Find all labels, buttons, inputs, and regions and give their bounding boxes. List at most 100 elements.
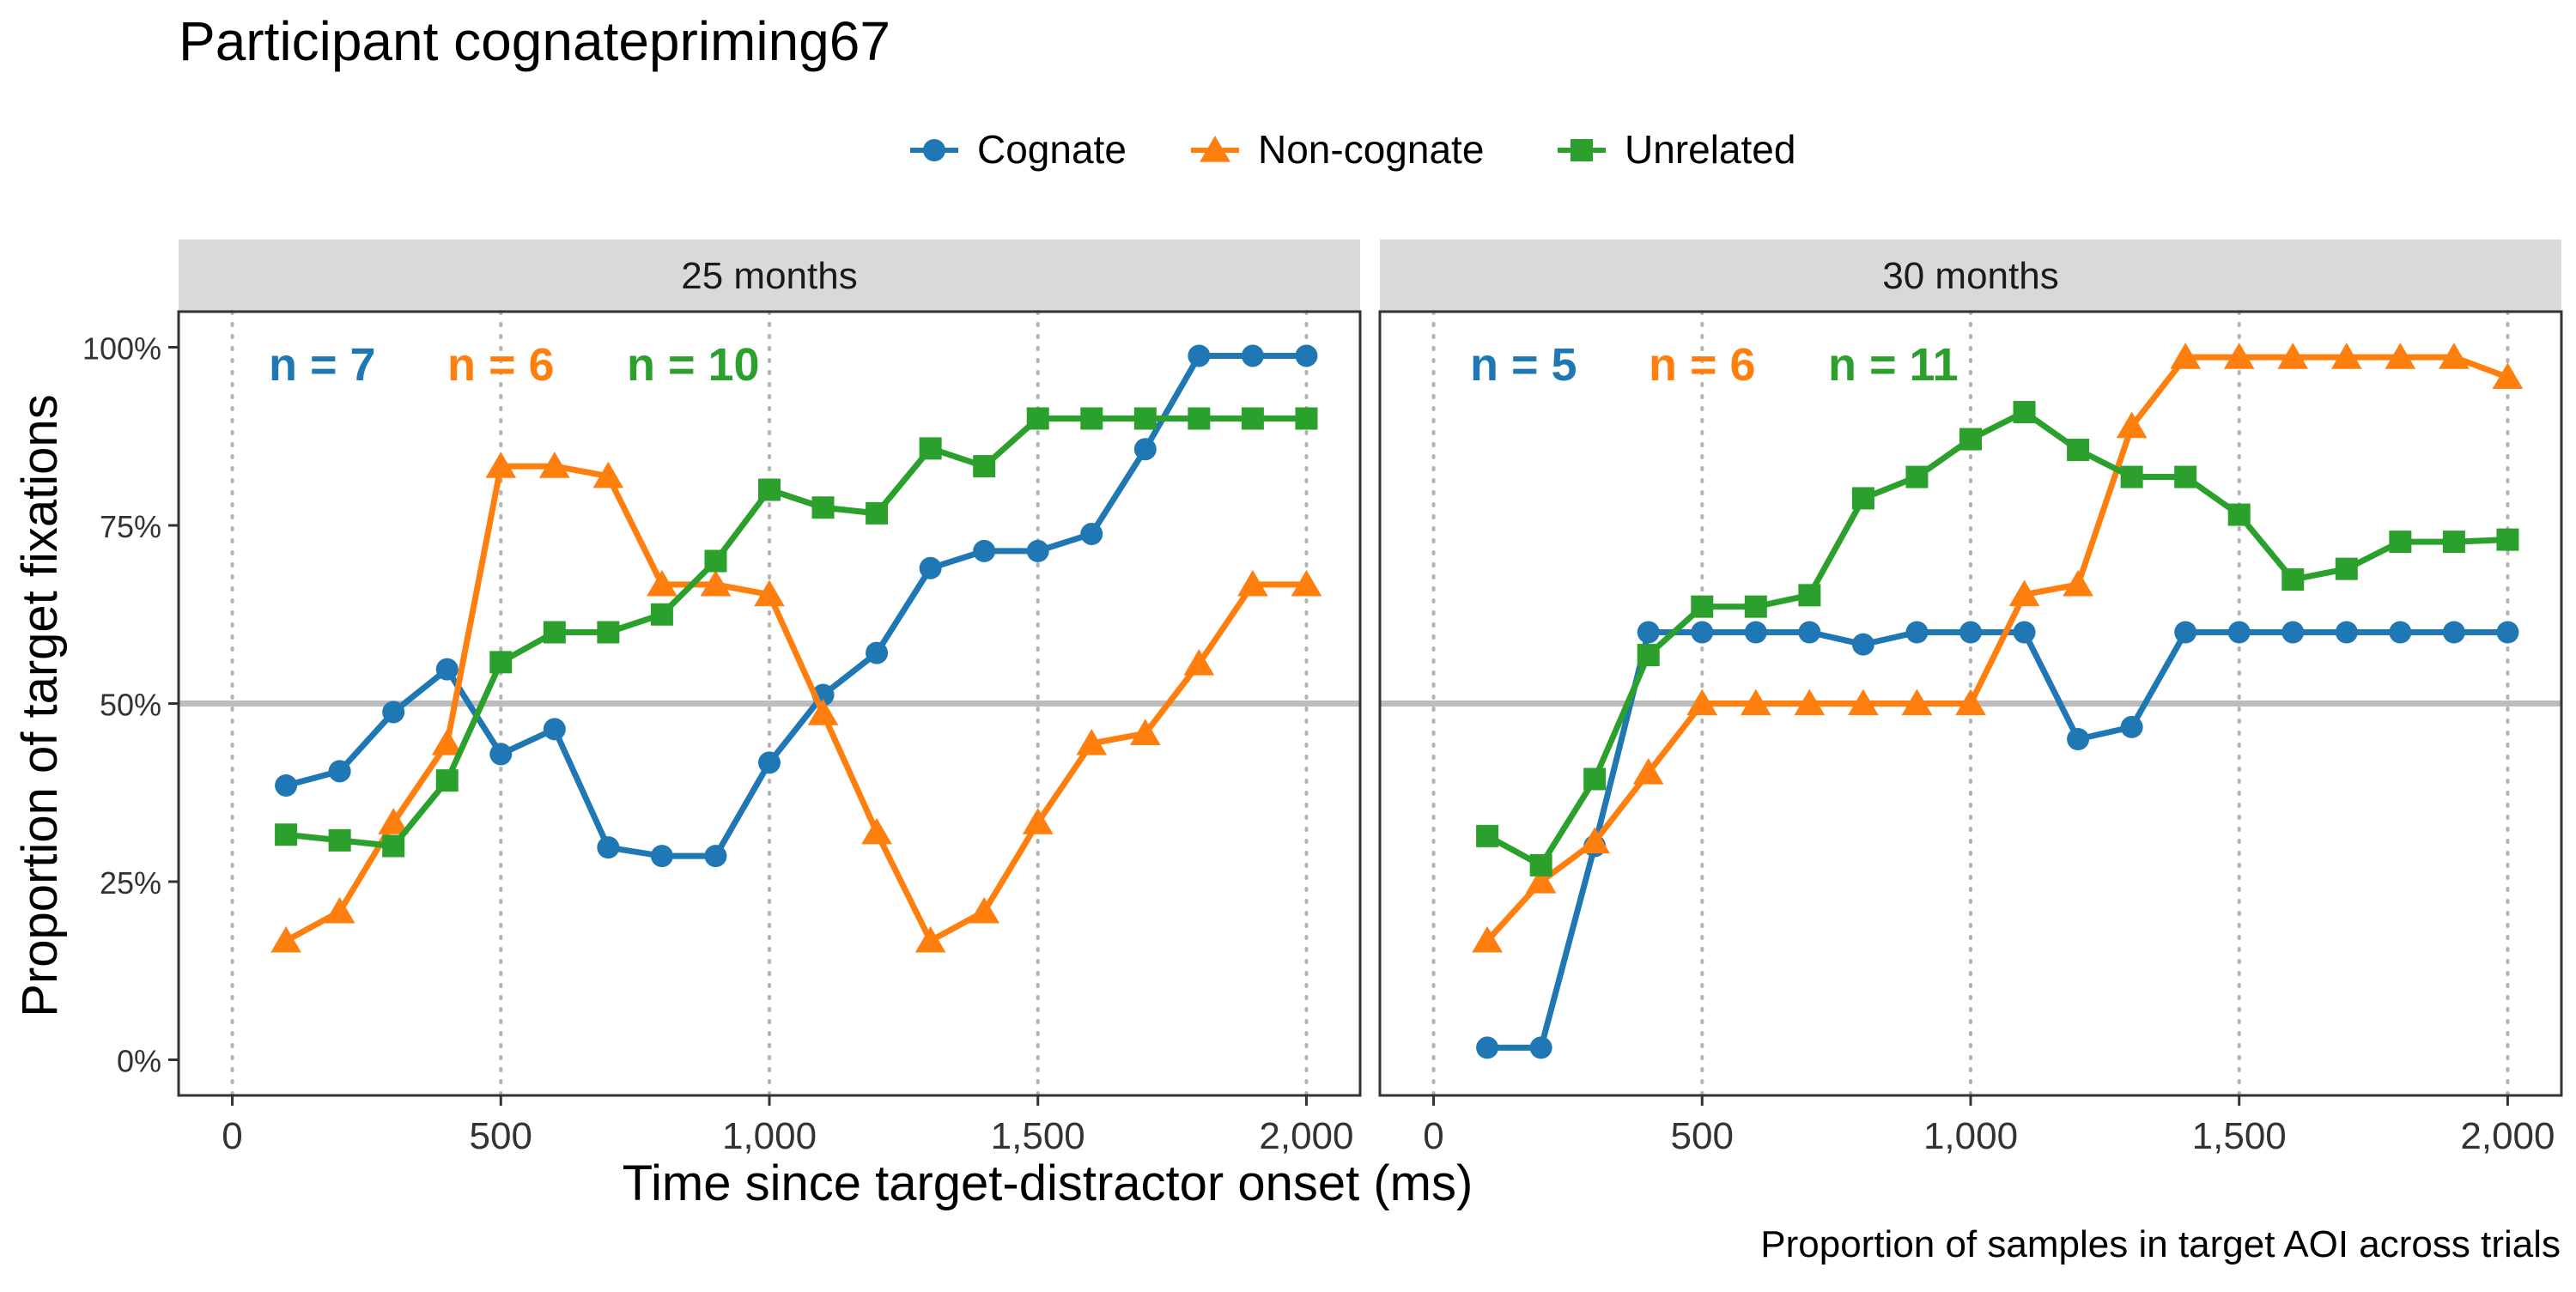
x-axis-label: Time since target-distractor onset (ms) <box>623 1156 1473 1211</box>
data-point <box>1026 539 1049 562</box>
data-point <box>2174 465 2197 488</box>
data-point <box>1133 407 1157 430</box>
data-point <box>1740 688 1771 716</box>
data-point <box>704 549 727 573</box>
data-point <box>1959 621 1982 644</box>
x-tick-label: 1,000 <box>722 1115 817 1157</box>
data-point <box>2442 531 2465 554</box>
data-point <box>861 817 892 845</box>
data-point <box>1744 621 1767 644</box>
data-point <box>704 845 727 868</box>
data-point <box>1241 344 1264 367</box>
data-point <box>2067 728 2090 750</box>
y-axis-label: Proportion of target fixations <box>12 394 68 1016</box>
data-point <box>1579 827 1611 854</box>
data-point <box>1076 728 1108 755</box>
data-point <box>650 603 673 626</box>
data-point <box>2496 528 2519 551</box>
data-point <box>2492 362 2524 389</box>
data-point <box>1798 621 1821 644</box>
data-point <box>969 896 1000 924</box>
x-tick-label: 1,500 <box>991 1115 1085 1157</box>
data-point <box>973 539 996 562</box>
data-point <box>647 569 677 597</box>
data-point <box>1901 688 1933 716</box>
data-point <box>2013 401 2036 424</box>
data-point <box>1237 569 1268 597</box>
data-point <box>914 925 946 953</box>
legend-marker <box>1200 136 1230 162</box>
data-point <box>1529 853 1552 876</box>
data-point <box>2063 569 2093 597</box>
data-point <box>1691 595 1714 618</box>
data-point <box>1133 438 1157 461</box>
data-point <box>1848 688 1879 716</box>
data-point <box>1955 688 1986 716</box>
legend: Cognate Non-cognate Unrelated <box>910 127 1795 172</box>
data-point <box>1188 344 1211 367</box>
data-point <box>1632 758 1664 785</box>
data-point <box>1525 867 1557 894</box>
data-point <box>489 651 513 674</box>
data-point <box>1472 925 1503 953</box>
sample-count-label: n = 10 <box>627 339 760 391</box>
data-point <box>592 461 624 488</box>
data-point <box>1798 584 1821 607</box>
data-point <box>1129 719 1161 745</box>
data-point <box>324 896 355 924</box>
panel-strip-label: 30 months <box>1882 255 2058 297</box>
data-point <box>1794 688 1826 716</box>
data-point <box>973 455 996 478</box>
data-point <box>270 925 301 953</box>
series-unrelated <box>1476 401 2519 876</box>
data-point <box>597 621 620 644</box>
data-point <box>1851 633 1874 656</box>
data-point <box>538 452 570 478</box>
data-point <box>2008 579 2040 607</box>
data-point <box>1959 428 1982 451</box>
x-tick-label: 1,500 <box>2192 1115 2287 1157</box>
series-non-cognate <box>1472 343 2524 953</box>
data-point <box>2120 715 2143 738</box>
data-point <box>1851 487 1874 510</box>
x-tick-label: 0 <box>1423 1115 1443 1157</box>
series-non-cognate <box>270 452 1322 953</box>
data-point <box>435 658 459 681</box>
data-point <box>1637 621 1660 644</box>
data-point <box>866 641 889 664</box>
sample-count-label: n = 7 <box>269 339 376 391</box>
data-point <box>2227 503 2251 526</box>
data-point <box>1080 522 1103 545</box>
legend-label: Cognate <box>977 127 1127 172</box>
data-point <box>1291 569 1322 597</box>
data-point <box>328 760 351 783</box>
data-point <box>1022 808 1054 834</box>
sample-count-label: n = 11 <box>1828 339 1959 391</box>
data-point <box>2227 621 2251 644</box>
data-point <box>378 808 410 834</box>
data-point <box>1183 649 1215 676</box>
data-point <box>1905 621 1929 644</box>
data-point <box>866 501 889 525</box>
data-point <box>382 701 405 724</box>
legend-item: Cognate <box>910 127 1127 172</box>
data-point <box>1241 407 1264 430</box>
data-point <box>1476 1036 1499 1059</box>
data-point <box>328 828 351 852</box>
x-tick-label: 500 <box>470 1115 532 1157</box>
data-point <box>2442 621 2465 644</box>
data-point <box>2439 343 2470 369</box>
sample-count-label: n = 6 <box>447 339 555 391</box>
data-point <box>1295 344 1318 367</box>
data-point <box>2335 557 2358 580</box>
data-point <box>2120 465 2143 488</box>
data-point <box>2116 411 2148 439</box>
series-unrelated <box>275 407 1318 858</box>
data-point <box>1188 407 1211 430</box>
data-point <box>758 478 781 501</box>
legend-marker <box>923 139 945 161</box>
data-point <box>543 621 566 644</box>
data-point <box>2223 343 2255 369</box>
